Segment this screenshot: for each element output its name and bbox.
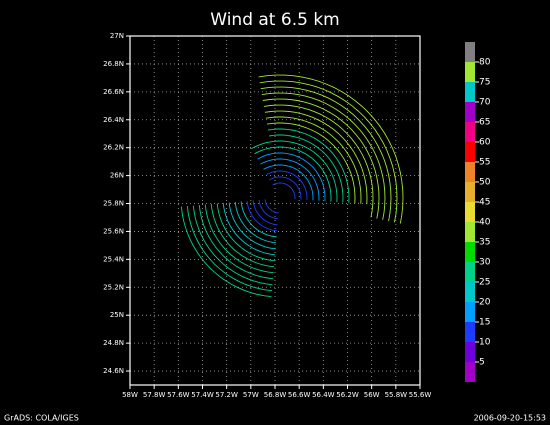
colorbar-label: 65 [479, 118, 490, 128]
colorbar-label: 55 [479, 158, 490, 168]
x-tick-label: 55.6W [409, 391, 432, 399]
colorbar-segment [465, 342, 475, 362]
x-tick-label: 56.6W [288, 391, 311, 399]
wind-arc [267, 128, 350, 203]
wind-arc [240, 201, 277, 238]
colorbar-segment [465, 222, 475, 242]
colorbar-segment [465, 82, 475, 102]
colorbar-segment [465, 122, 475, 142]
wind-arc [263, 164, 314, 201]
colorbar-segment [465, 202, 475, 222]
colorbar-segment [465, 182, 475, 202]
wind-arc [252, 200, 278, 226]
colorbar-label: 50 [479, 178, 491, 188]
colorbar-label: 45 [479, 198, 490, 208]
colorbar-label: 5 [479, 358, 485, 368]
chart-title: Wind at 6.5 km [210, 10, 339, 30]
colorbar-segment [465, 42, 475, 62]
y-tick-label: 25N [110, 311, 124, 319]
wind-arc [260, 158, 320, 201]
colorbar-label: 60 [479, 138, 491, 148]
colorbar-label: 10 [479, 338, 491, 348]
wind-arc [192, 205, 273, 286]
wind-arc [251, 140, 338, 203]
wind-arc [260, 86, 392, 222]
colorbar-segment [465, 162, 475, 182]
colorbar-label: 40 [479, 218, 491, 228]
colorbar-label: 35 [479, 238, 490, 248]
colorbar-segment [465, 262, 475, 282]
wind-arc [234, 201, 277, 244]
colorbar-segment [465, 142, 475, 162]
wind-arc [210, 203, 275, 268]
colorbar-label: 80 [479, 58, 491, 68]
wind-arc [257, 152, 326, 202]
wind-arc [228, 202, 276, 250]
y-tick-label: 26.4N [103, 116, 124, 124]
y-tick-label: 26.6N [103, 88, 124, 96]
y-tick-label: 27N [110, 32, 124, 40]
colorbar-label: 20 [479, 298, 491, 308]
footer-left: GrADS: COLA/IGES [4, 414, 79, 423]
wind-arc [272, 182, 296, 199]
wind-arc [266, 170, 308, 200]
x-tick-label: 56.2W [336, 391, 359, 399]
colorbar-segment [465, 242, 475, 262]
colorbar-label: 25 [479, 278, 490, 288]
wind-arc [264, 199, 279, 214]
wind-arc [266, 122, 356, 204]
colorbar-segment [465, 302, 475, 322]
wind-arc [222, 202, 276, 256]
wind-arc [269, 134, 344, 203]
wind-arc [262, 98, 380, 219]
x-tick-label: 57.4W [191, 391, 214, 399]
colorbar-label: 75 [479, 78, 490, 88]
x-tick-label: 57W [243, 391, 259, 399]
x-tick-label: 57.2W [215, 391, 238, 399]
wind-arc [246, 200, 278, 232]
wind-arc [269, 176, 302, 200]
colorbar-label: 15 [479, 318, 490, 328]
plot-frame [129, 35, 421, 386]
wind-arc [259, 80, 398, 223]
colorbar-segment [465, 322, 475, 342]
x-tick-label: 56W [364, 391, 380, 399]
y-tick-label: 24.8N [103, 339, 124, 347]
wind-arc [258, 74, 404, 224]
wind-arc [180, 206, 272, 298]
x-tick-label: 58W [122, 391, 138, 399]
wind-arc [261, 92, 386, 220]
y-tick-label: 25.4N [103, 255, 124, 263]
colorbar-label: 30 [479, 258, 491, 268]
wind-arc [258, 199, 279, 220]
colorbar-segment [465, 102, 475, 122]
y-tick-label: 26N [110, 172, 124, 180]
y-tick-label: 26.2N [103, 144, 124, 152]
colorbar-segment [465, 62, 475, 82]
colorbar-label: 70 [479, 98, 491, 108]
y-tick-label: 25.8N [103, 200, 124, 208]
x-tick-label: 55.8W [385, 391, 408, 399]
x-tick-label: 56.8W [264, 391, 287, 399]
wind-arc [254, 146, 332, 202]
y-tick-label: 25.6N [103, 227, 124, 235]
wind-arc [186, 206, 272, 292]
wind-arc [263, 104, 374, 218]
wind-arc [265, 116, 362, 204]
y-tick-label: 25.2N [103, 283, 124, 291]
x-tick-label: 56.4W [312, 391, 335, 399]
y-tick-label: 24.6N [103, 367, 124, 375]
wind-arc [204, 204, 274, 274]
wind-arc [264, 110, 368, 205]
y-tick-label: 26.8N [103, 60, 124, 68]
x-tick-label: 57.8W [143, 391, 166, 399]
colorbar-segment [465, 362, 475, 382]
footer-right: 2006-09-20-15:53 [474, 414, 546, 423]
wind-arc [198, 205, 273, 280]
colorbar-segment [465, 282, 475, 302]
x-tick-label: 57.6W [167, 391, 190, 399]
wind-arc [216, 203, 275, 262]
